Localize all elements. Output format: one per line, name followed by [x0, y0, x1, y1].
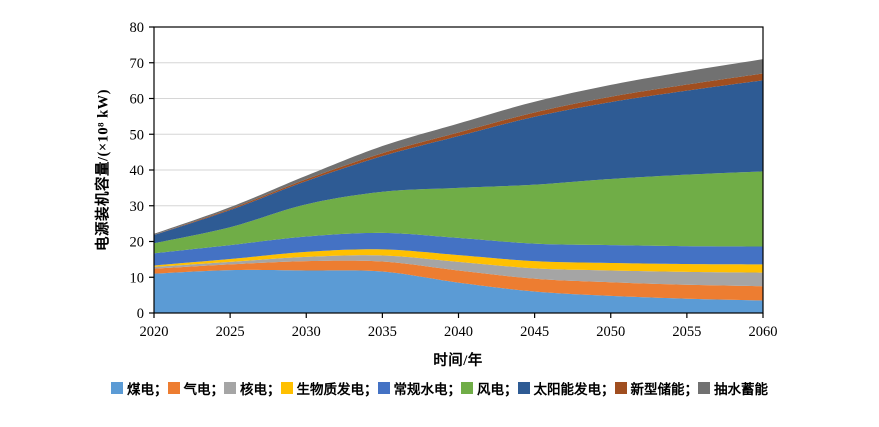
legend-swatch-coal — [111, 382, 123, 394]
legend-swatch-biomass — [280, 382, 293, 394]
area-nuclear — [154, 255, 763, 287]
legend-item-biomass: 生物质发电； — [280, 378, 378, 398]
x-tick-label: 2060 — [749, 324, 778, 340]
legend-label-nuclear: 核电 — [240, 382, 267, 397]
area-coal — [154, 269, 763, 313]
x-tick-label: 2040 — [444, 324, 473, 340]
legend-separator: ； — [364, 382, 378, 397]
y-tick-label: 50 — [130, 127, 145, 143]
legend-label-wind: 风电 — [477, 382, 504, 397]
x-tick-label: 2050 — [596, 324, 625, 340]
legend-item-coal: 煤电； — [111, 378, 168, 398]
legend-swatch-gas — [167, 382, 180, 394]
legend-swatch-wind — [461, 382, 473, 394]
area-biomass — [154, 249, 763, 273]
y-tick-label: 0 — [137, 306, 144, 322]
legend-label-gas: 气电 — [183, 382, 211, 397]
legend-separator: ； — [210, 382, 225, 397]
chart-legend: 煤电；气电；核电；生物质发电；常规水电；风电；太阳能发电；新型储能；抽水蓄能 — [0, 378, 879, 398]
legend-separator: ； — [504, 382, 518, 397]
area-gas — [154, 260, 763, 301]
legend-item-gas: 气电； — [167, 378, 225, 398]
legend-swatch-pumped-storage — [698, 382, 710, 394]
legend-item-nuclear: 核电； — [224, 378, 281, 398]
legend-swatch-nuclear — [224, 382, 236, 394]
area-pumped-storage — [154, 59, 763, 235]
y-axis-title: 电源装机容量/(×10⁸ kW) — [95, 89, 112, 251]
legend-label-new-energy-storage: 新型储能 — [630, 382, 685, 397]
x-tick-label: 2025 — [216, 324, 245, 340]
x-tick-label: 2030 — [292, 324, 321, 340]
legend-label-biomass: 生物质发电 — [296, 382, 365, 397]
legend-item-wind: 风电； — [461, 378, 518, 398]
legend-swatch-conventional-hydro — [377, 382, 390, 394]
legend-label-conventional-hydro: 常规水电 — [393, 382, 448, 397]
x-axis-title: 时间/年 — [433, 353, 483, 369]
legend-item-new-energy-storage: 新型储能； — [614, 378, 699, 398]
legend-label-pumped-storage: 抽水蓄能 — [714, 382, 768, 397]
legend-separator: ； — [684, 382, 699, 397]
legend-label-coal: 煤电 — [127, 382, 154, 397]
legend-item-pumped-storage: 抽水蓄能 — [698, 378, 768, 398]
y-tick-label: 40 — [130, 163, 145, 179]
legend-label-solar: 太阳能发电 — [533, 382, 602, 397]
legend-separator: ； — [447, 382, 462, 397]
legend-swatch-new-energy-storage — [614, 382, 627, 394]
legend-item-conventional-hydro: 常规水电； — [377, 378, 462, 398]
y-tick-label: 30 — [130, 199, 145, 215]
x-tick-label: 2035 — [368, 324, 397, 340]
legend-separator: ； — [601, 382, 615, 397]
area-solar — [154, 80, 763, 244]
legend-item-solar: 太阳能发电； — [517, 378, 615, 398]
x-tick-label: 2055 — [672, 324, 701, 340]
area-wind — [154, 171, 763, 254]
legend-separator: ； — [154, 382, 168, 397]
y-tick-label: 10 — [130, 270, 145, 286]
legend-swatch-solar — [517, 382, 530, 394]
area-conventional-hydro — [154, 232, 763, 266]
y-tick-label: 20 — [130, 235, 145, 251]
y-tick-label: 70 — [130, 56, 145, 72]
x-tick-label: 2045 — [520, 324, 549, 340]
y-tick-label: 80 — [130, 20, 145, 36]
stacked-areas — [154, 59, 763, 313]
x-tick-label: 2020 — [140, 324, 169, 340]
y-tick-label: 60 — [130, 92, 145, 108]
legend-separator: ； — [267, 382, 281, 397]
